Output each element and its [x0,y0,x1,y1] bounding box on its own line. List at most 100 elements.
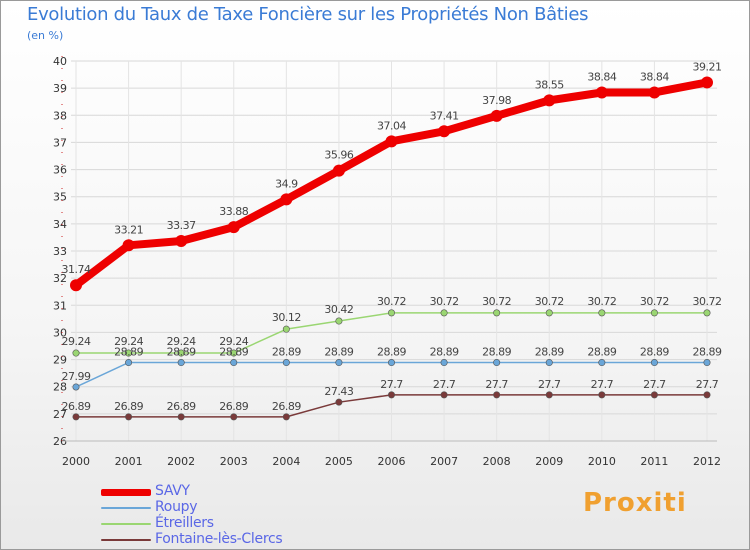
y-tick-label: 31 [53,299,67,312]
legend-label: Roupy [155,499,198,515]
data-label: 29.24 [219,335,248,348]
data-point [440,309,448,317]
data-point [493,309,501,317]
data-label: 26.89 [167,400,196,413]
data-point [280,193,293,206]
data-point [440,391,448,399]
legend-swatch [101,507,151,509]
series-savy [70,76,713,292]
data-point [703,359,711,367]
data-point [598,391,606,399]
data-point [72,413,80,421]
data-label: 30.42 [324,303,353,316]
data-label: 34.9 [275,177,298,190]
series-fontaine-l-s-clercs [72,391,711,421]
data-label: 27.7 [538,378,561,391]
x-tick-label: 2008 [483,455,511,468]
data-label: 28.89 [535,346,564,359]
data-point [650,359,658,367]
data-point [177,349,185,357]
series-roupy [72,359,711,391]
data-point [227,221,240,234]
data-point [335,359,343,367]
data-point [545,309,553,317]
data-label: 27.7 [591,378,614,391]
data-label: 27.99 [62,370,91,383]
y-tick-label: 32 [53,272,67,285]
legend-label: Fontaine-lès-Clercs [155,531,283,547]
proxiti-logo: Proxiti [583,488,687,518]
data-point [387,391,395,399]
data-label: 27.7 [643,378,666,391]
data-label: 30.72 [693,295,722,308]
data-point [335,398,343,406]
data-point [543,94,556,107]
data-label: 27.43 [324,385,353,398]
data-point [125,359,133,367]
data-point [230,413,238,421]
x-tick-label: 2011 [640,455,668,468]
data-point [595,86,608,99]
data-point [387,359,395,367]
data-label: 28.89 [587,346,616,359]
data-label: 29.24 [62,335,91,348]
data-point [650,391,658,399]
data-point [648,86,661,99]
data-label: 28.89 [640,346,669,359]
x-tick-label: 2009 [535,455,563,468]
x-tick-label: 2002 [167,455,195,468]
data-label: 30.72 [535,295,564,308]
data-point [493,391,501,399]
data-label: 26.89 [62,400,91,413]
data-point [125,413,133,421]
data-label: 33.21 [114,223,143,236]
data-label: 27.7 [485,378,508,391]
data-point [650,309,658,317]
data-point [545,391,553,399]
data-label: 38.84 [587,70,616,83]
data-point [72,349,80,357]
legend-swatch [101,539,151,541]
y-tick-label: 40 [53,55,67,68]
data-label: 28.89 [693,346,722,359]
data-point [438,125,451,138]
x-tick-label: 2003 [220,455,248,468]
data-label: 38.84 [640,70,669,83]
x-tick-label: 2006 [378,455,406,468]
data-point [332,164,345,177]
x-tick-label: 2012 [693,455,721,468]
data-label: 28.89 [114,346,143,359]
data-label: 30.72 [640,295,669,308]
data-label: 38.55 [535,78,564,91]
data-label: 39.21 [693,60,722,73]
y-tick-label: 34 [53,218,67,231]
y-tick-label: 27 [53,408,67,421]
data-point [282,359,290,367]
data-label: 37.41 [430,109,459,122]
data-label: 33.37 [167,219,196,232]
data-point [545,359,553,367]
x-tick-label: 2007 [430,455,458,468]
data-point [230,359,238,367]
y-tick-label: 26 [53,435,67,448]
data-label: 28.89 [377,346,406,359]
x-tick-label: 2000 [62,455,90,468]
legend-swatch [101,523,151,525]
legend-label: Étreillers [155,515,214,531]
y-tick-label: 29 [53,354,67,367]
data-label: 30.72 [587,295,616,308]
data-point [598,359,606,367]
y-tick-label: 36 [53,164,67,177]
data-label: 28.89 [324,346,353,359]
data-label: 35.96 [324,149,353,162]
line-chart: 26 27 28 29 30 31 32 33 34 35 36 37 38 39 40 2000 2001 20… [53,55,722,468]
y-tick-label: 28 [53,381,67,394]
data-point [125,349,133,357]
data-label: 28.89 [219,346,248,359]
data-label: 30.72 [430,295,459,308]
y-tick-label: 35 [53,191,67,204]
data-point [440,359,448,367]
data-point [230,349,238,357]
data-label: 37.04 [377,119,406,132]
